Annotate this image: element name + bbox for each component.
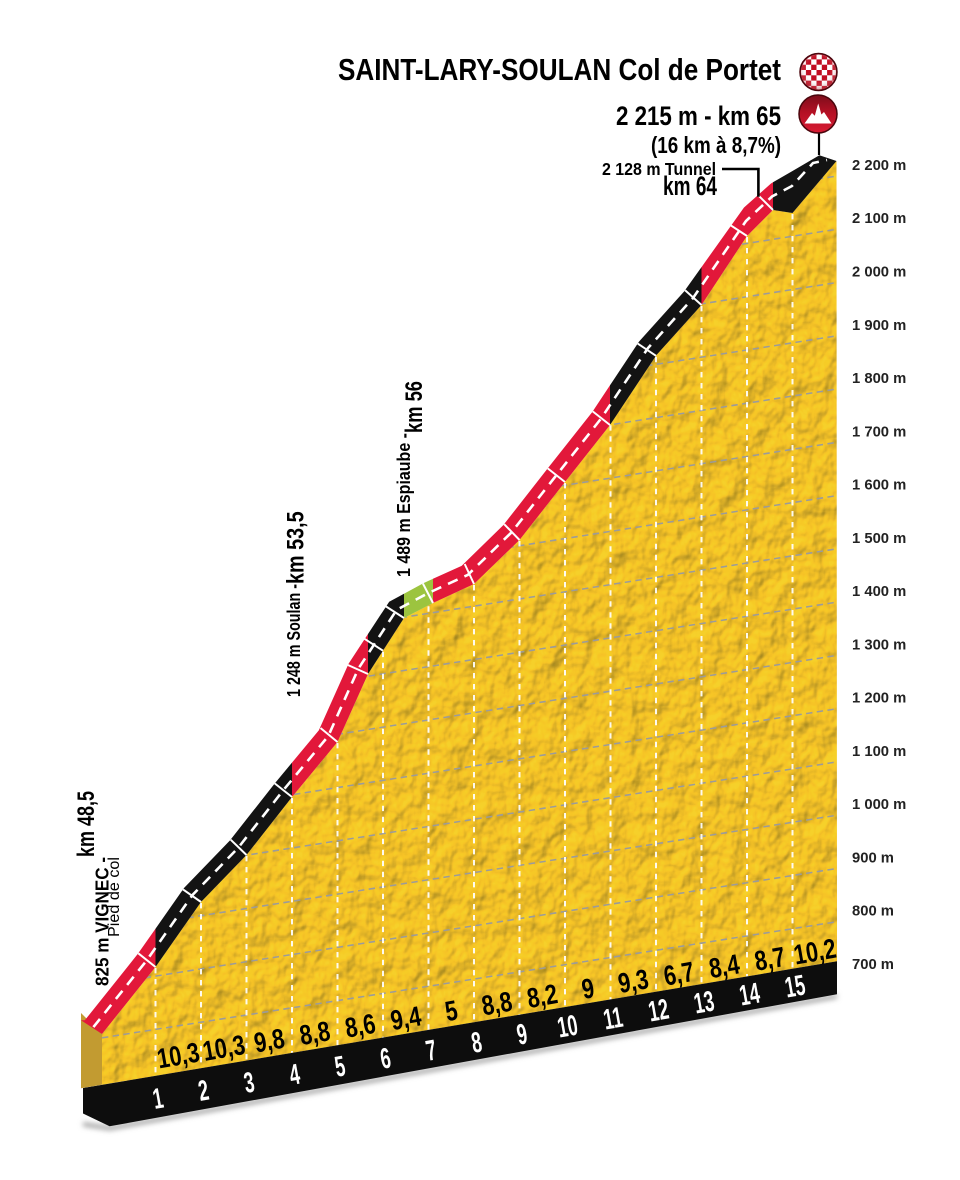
svg-text:2 000 m: 2 000 m xyxy=(852,264,906,280)
svg-text:9,8: 9,8 xyxy=(252,1023,287,1059)
svg-text:2 100 m: 2 100 m xyxy=(852,211,906,227)
svg-text:1 489 m Espiaube -: 1 489 m Espiaube - xyxy=(394,433,414,577)
svg-text:5: 5 xyxy=(443,995,460,1028)
svg-text:6,7: 6,7 xyxy=(661,956,696,992)
svg-text:8,8: 8,8 xyxy=(297,1015,332,1051)
svg-text:9,3: 9,3 xyxy=(616,963,651,999)
svg-text:1 500 m: 1 500 m xyxy=(852,531,906,547)
svg-text:8,7: 8,7 xyxy=(752,941,787,977)
svg-text:1 300 m: 1 300 m xyxy=(852,637,906,653)
svg-text:1 600 m: 1 600 m xyxy=(852,478,906,494)
svg-text:8,4: 8,4 xyxy=(707,948,743,984)
svg-text:(16 km à 8,7%): (16 km à 8,7%) xyxy=(651,132,781,158)
svg-text:9,4: 9,4 xyxy=(388,1000,424,1036)
svg-text:1 248 m Soulan -: 1 248 m Soulan - xyxy=(284,584,304,697)
svg-text:1 900 m: 1 900 m xyxy=(852,318,906,334)
svg-text:9: 9 xyxy=(579,972,596,1005)
svg-text:1 100 m: 1 100 m xyxy=(852,744,906,760)
svg-text:1 200 m: 1 200 m xyxy=(852,691,906,707)
svg-text:900 m: 900 m xyxy=(852,850,894,866)
svg-text:km 64: km 64 xyxy=(663,171,717,201)
svg-text:8,2: 8,2 xyxy=(525,978,560,1014)
svg-text:1 000 m: 1 000 m xyxy=(852,797,906,813)
svg-text:1 800 m: 1 800 m xyxy=(852,371,906,387)
svg-text:10,2: 10,2 xyxy=(791,933,838,971)
svg-text:Pied de col: Pied de col xyxy=(106,857,123,937)
svg-text:km 56: km 56 xyxy=(401,381,428,433)
svg-text:8,8: 8,8 xyxy=(479,986,514,1022)
svg-text:10,3: 10,3 xyxy=(155,1037,202,1075)
svg-text:2 128 m Tunnel: 2 128 m Tunnel xyxy=(602,159,716,179)
svg-text:1 700 m: 1 700 m xyxy=(852,424,906,440)
svg-text:8,6: 8,6 xyxy=(343,1008,378,1044)
svg-text:2 215 m - km 65: 2 215 m - km 65 xyxy=(616,101,781,131)
svg-text:SAINT-LARY-SOULAN Col de Porte: SAINT-LARY-SOULAN Col de Portet xyxy=(338,52,781,87)
svg-text:800 m: 800 m xyxy=(852,904,894,920)
svg-text:2 200 m: 2 200 m xyxy=(852,158,906,174)
svg-text:1 400 m: 1 400 m xyxy=(852,584,906,600)
svg-text:700 m: 700 m xyxy=(852,957,894,973)
svg-text:km 48,5: km 48,5 xyxy=(73,791,100,857)
svg-text:825 m VIGNEC -: 825 m VIGNEC - xyxy=(93,857,113,986)
svg-text:km 53,5: km 53,5 xyxy=(283,511,310,584)
svg-text:10,3: 10,3 xyxy=(200,1029,247,1067)
